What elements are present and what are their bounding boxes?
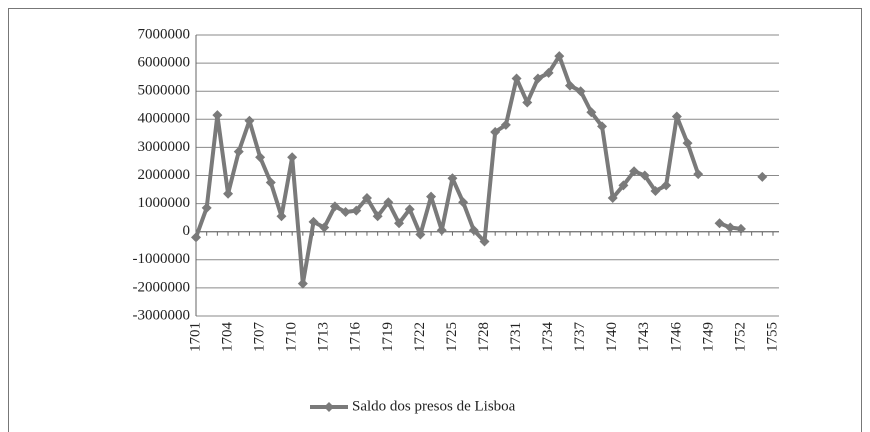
point-marker [265,177,276,188]
x-tick-label: 1701 [187,322,203,352]
point-marker [447,173,458,184]
point-marker [255,152,266,163]
x-tick-label: 1728 [476,322,492,352]
point-marker [661,180,672,191]
point-marker [757,171,768,182]
point-marker [468,225,479,236]
point-marker [297,278,308,289]
point-marker [244,115,255,126]
point-marker [554,51,565,62]
x-tick-label: 1749 [700,322,716,352]
x-tick-label: 1704 [219,322,235,353]
chart-frame [8,8,862,432]
point-marker [511,73,522,84]
point-marker [522,97,533,108]
point-marker [693,169,704,180]
point-marker [201,202,212,213]
point-marker [361,192,372,203]
point-marker [597,121,608,132]
point-marker [319,222,330,233]
y-tick-label: 4000000 [138,111,191,127]
x-tick-label: 1755 [764,322,780,352]
point-marker [607,192,618,203]
point-marker [340,207,351,218]
legend-marker [324,402,334,412]
x-tick-label: 1725 [444,322,460,352]
point-marker [564,80,575,91]
y-tick-label: 3000000 [138,139,191,155]
x-tick-label: 1734 [540,322,556,353]
point-marker [276,211,287,222]
y-tick-label: 2000000 [138,167,191,183]
point-marker [543,67,554,78]
point-marker [586,107,597,118]
x-tick-label: 1719 [380,322,396,352]
point-marker [383,197,394,208]
y-tick-label: 0 [183,223,191,239]
x-tick-label: 1746 [668,322,684,353]
point-marker [500,119,511,130]
point-marker [372,211,383,222]
point-marker [650,185,661,196]
x-tick-label: 1713 [316,322,332,352]
point-marker [351,205,362,216]
point-marker [629,166,640,177]
legend-label: Saldo dos presos de Lisboa [352,398,516,414]
point-marker [735,223,746,234]
y-tick-label: 5000000 [138,83,191,99]
x-tick-label: 1740 [604,322,620,352]
point-marker [532,73,543,84]
point-marker [671,111,682,122]
y-tick-label: -3000000 [133,307,191,323]
y-tick-label: -1000000 [133,251,191,267]
point-marker [415,229,426,240]
point-marker [618,180,629,191]
y-tick-label: 6000000 [138,55,191,71]
point-marker [233,146,244,157]
point-marker [223,188,234,199]
point-marker [490,126,501,137]
x-tick-label: 1707 [252,322,268,353]
point-marker [329,201,340,212]
x-tick-label: 1752 [732,322,748,352]
point-marker [394,218,405,229]
y-tick-label: 7000000 [138,26,191,42]
point-marker [714,218,725,229]
y-tick-label: 1000000 [138,195,191,211]
x-tick-label: 1731 [508,322,524,352]
point-marker [575,86,586,97]
point-marker [639,170,650,181]
point-marker [191,232,201,243]
x-tick-label: 1716 [348,322,364,353]
y-tick-label: -2000000 [133,279,191,295]
x-tick-label: 1743 [636,322,652,352]
x-tick-label: 1737 [572,322,588,353]
point-marker [426,191,437,202]
point-marker [404,204,415,215]
point-marker [308,216,319,227]
point-marker [436,225,447,236]
x-tick-label: 1710 [284,322,300,352]
point-marker [479,236,490,247]
point-marker [682,138,693,149]
point-marker [458,197,469,208]
x-tick-label: 1722 [412,322,428,352]
point-marker [725,222,736,233]
point-marker [287,152,298,163]
point-marker [212,110,223,121]
series-line [196,56,762,284]
